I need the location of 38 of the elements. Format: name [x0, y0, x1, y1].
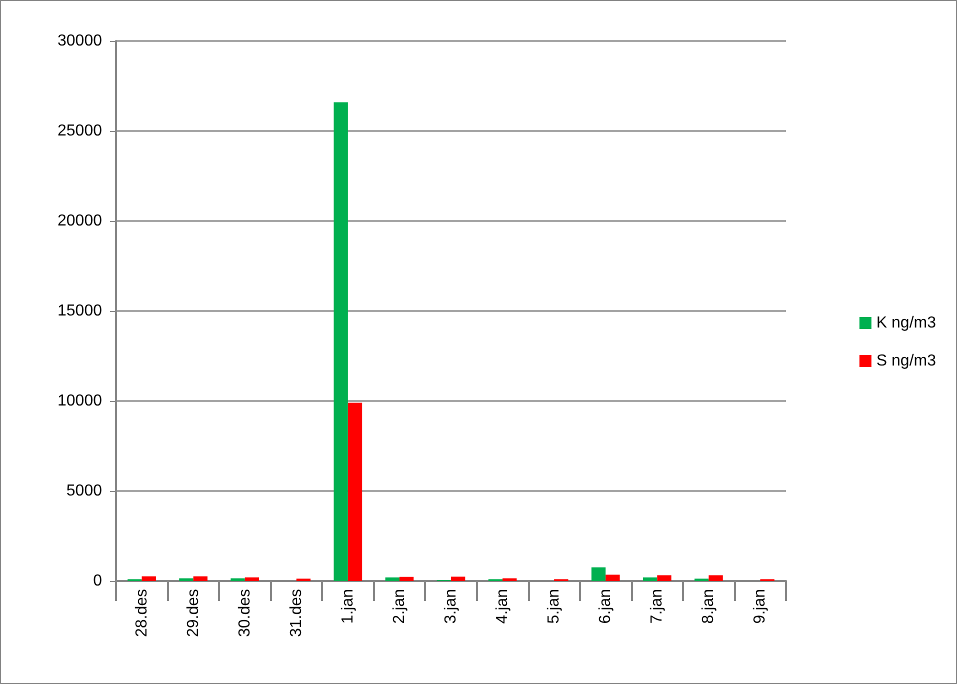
x-tick-label: 3.jan — [442, 589, 460, 624]
legend-label: S ng/m3 — [876, 352, 936, 370]
bar — [399, 576, 414, 581]
x-tick-label: 29.des — [184, 589, 202, 638]
bar — [591, 567, 606, 581]
x-tick-label: 6.jan — [597, 589, 614, 624]
bar — [179, 578, 194, 581]
x-tick-label: 8.jan — [700, 589, 718, 624]
bar — [348, 402, 362, 581]
y-tick-label: 15000 — [58, 302, 102, 320]
x-tick-label: 5.jan — [546, 589, 563, 624]
x-tick-label: 9.jan — [752, 589, 769, 624]
bar — [142, 576, 156, 581]
bar — [708, 575, 723, 581]
x-tick-label: 31.des — [288, 589, 305, 638]
bar — [451, 576, 466, 581]
bar — [244, 577, 260, 581]
bar — [606, 574, 620, 581]
y-tick-label: 5000 — [66, 482, 102, 500]
bar — [502, 578, 517, 581]
bar — [230, 578, 245, 581]
bar — [657, 575, 672, 581]
x-tick-label: 30.des — [236, 589, 254, 638]
bar — [193, 576, 208, 581]
y-tick-label: 30000 — [58, 32, 102, 50]
legend-label: K ng/m3 — [876, 314, 936, 332]
x-tick-label: 1.jan — [339, 589, 356, 624]
bar — [385, 577, 400, 581]
y-tick-label: 10000 — [58, 392, 102, 410]
y-tick-label: 0 — [93, 572, 102, 590]
y-tick-label: 25000 — [58, 122, 102, 140]
y-tick-label: 20000 — [58, 212, 102, 230]
bar — [642, 577, 658, 581]
x-tick-label: 28.des — [133, 589, 150, 638]
x-tick-label: 4.jan — [494, 589, 512, 624]
bar — [334, 102, 348, 581]
x-tick-label: 2.jan — [390, 589, 408, 624]
x-tick-label: 7.jan — [648, 589, 666, 624]
